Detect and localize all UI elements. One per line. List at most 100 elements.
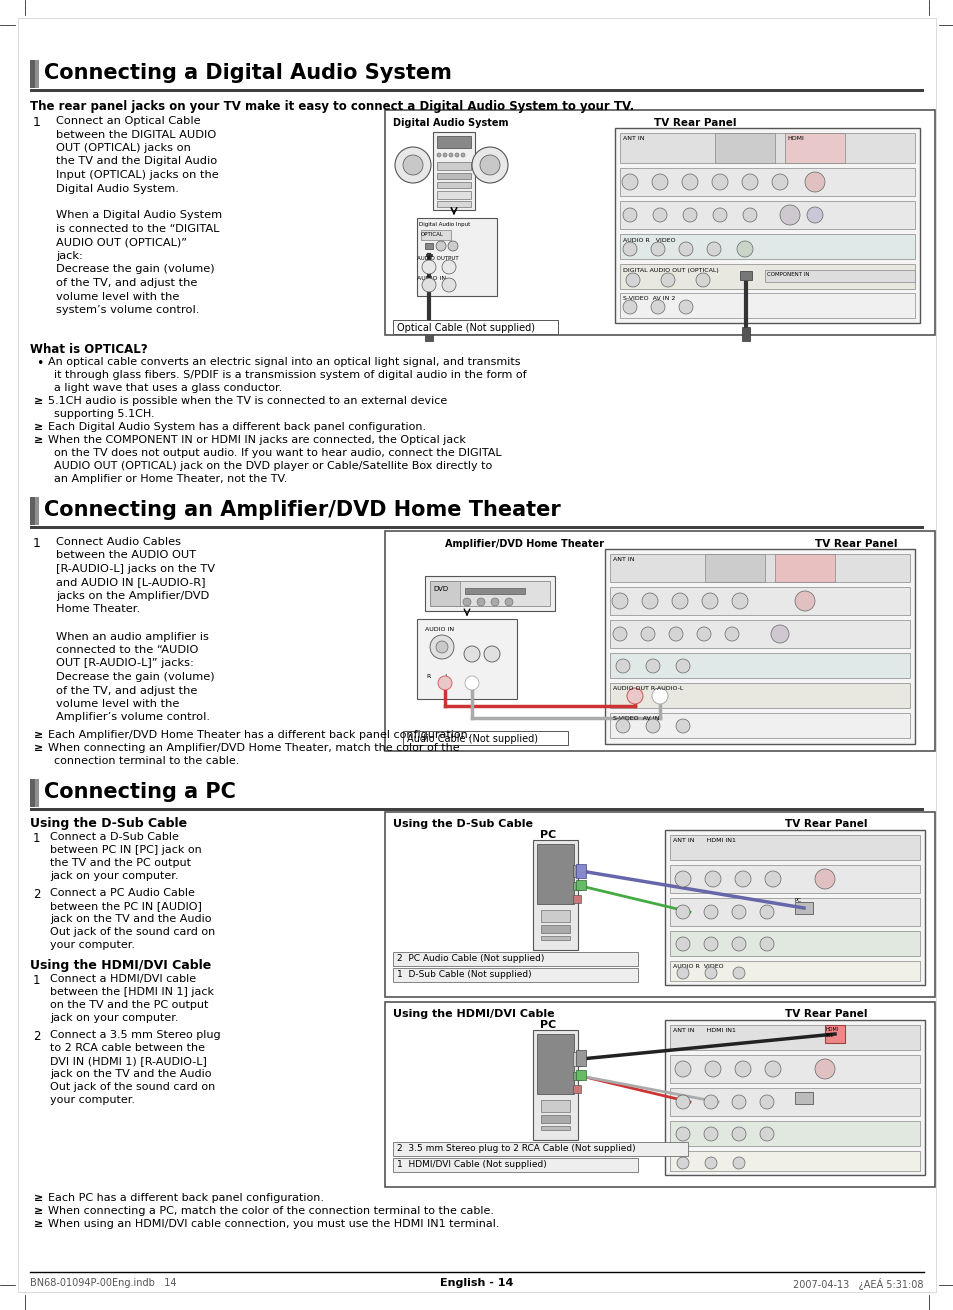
Bar <box>619 234 914 259</box>
Circle shape <box>780 204 800 225</box>
Circle shape <box>676 719 689 734</box>
Bar <box>615 128 919 324</box>
Circle shape <box>652 208 666 221</box>
Bar <box>433 132 475 210</box>
Text: 2007-04-13   ¿AEÁ 5:31:08: 2007-04-13 ¿AEÁ 5:31:08 <box>793 1279 923 1290</box>
Circle shape <box>622 300 637 314</box>
Bar <box>393 968 638 982</box>
Bar <box>576 1051 585 1066</box>
Circle shape <box>760 1095 773 1110</box>
Bar <box>420 231 451 240</box>
Text: Optical Cable (Not supplied): Optical Cable (Not supplied) <box>396 324 535 333</box>
Text: PC: PC <box>539 831 556 840</box>
Text: is connected to the “DIGITAL: is connected to the “DIGITAL <box>56 224 219 234</box>
Circle shape <box>395 147 431 183</box>
Text: 2  3.5 mm Stereo plug to 2 RCA Cable (Not supplied): 2 3.5 mm Stereo plug to 2 RCA Cable (Not… <box>396 1144 635 1153</box>
Bar <box>609 620 909 648</box>
Text: Digital Audio System.: Digital Audio System. <box>56 183 179 194</box>
Text: When a Digital Audio System: When a Digital Audio System <box>56 211 222 220</box>
Text: AUDIO OUT (OPTICAL) jack on the DVD player or Cable/Satellite Box directly to: AUDIO OUT (OPTICAL) jack on the DVD play… <box>54 461 492 472</box>
Text: to 2 RCA cable between the: to 2 RCA cable between the <box>50 1043 205 1053</box>
Bar <box>35 496 39 525</box>
Bar <box>609 652 909 679</box>
Circle shape <box>622 242 637 255</box>
Bar <box>424 328 433 341</box>
Bar <box>30 89 923 92</box>
Text: Each Amplifier/DVD Home Theater has a different back panel configuration.: Each Amplifier/DVD Home Theater has a di… <box>48 730 471 740</box>
Bar <box>669 897 919 926</box>
Bar <box>464 588 524 593</box>
Bar <box>436 182 471 189</box>
Circle shape <box>724 627 739 641</box>
Circle shape <box>462 597 471 607</box>
Circle shape <box>676 937 689 951</box>
Text: your computer.: your computer. <box>50 1095 135 1106</box>
Bar <box>393 1158 638 1172</box>
Text: When an audio amplifier is: When an audio amplifier is <box>56 631 209 642</box>
Bar <box>35 779 39 807</box>
Text: TV Rear Panel: TV Rear Panel <box>784 1009 866 1019</box>
Text: Connect a D-Sub Cable: Connect a D-Sub Cable <box>50 832 179 842</box>
Bar <box>764 270 914 282</box>
Text: Connect a PC Audio Cable: Connect a PC Audio Cable <box>50 888 194 897</box>
Text: [R-AUDIO-L] jacks on the TV: [R-AUDIO-L] jacks on the TV <box>56 565 214 574</box>
Text: Digital Audio System: Digital Audio System <box>393 118 508 128</box>
Bar <box>609 683 909 707</box>
Text: When connecting an Amplifier/DVD Home Theater, match the color of the: When connecting an Amplifier/DVD Home Th… <box>48 743 459 753</box>
Bar <box>430 582 550 607</box>
Circle shape <box>442 153 447 157</box>
Bar <box>30 527 923 529</box>
Circle shape <box>734 871 750 887</box>
Circle shape <box>734 1061 750 1077</box>
Text: Amplifier’s volume control.: Amplifier’s volume control. <box>56 713 210 723</box>
Bar <box>537 1034 574 1094</box>
Circle shape <box>703 1095 718 1110</box>
Bar <box>30 60 32 88</box>
Circle shape <box>449 153 453 157</box>
Bar <box>540 1127 569 1131</box>
Bar <box>469 679 475 685</box>
Circle shape <box>731 937 745 951</box>
Bar <box>385 110 934 335</box>
Bar <box>34 60 35 88</box>
Bar <box>576 865 585 878</box>
Bar <box>35 60 39 88</box>
Text: ≥: ≥ <box>34 1220 43 1229</box>
Bar <box>540 937 569 941</box>
Text: Out jack of the sound card on: Out jack of the sound card on <box>50 927 215 937</box>
Text: AUDIO OUT (OPTICAL)”: AUDIO OUT (OPTICAL)” <box>56 237 187 248</box>
Text: the TV and the Digital Audio: the TV and the Digital Audio <box>56 156 217 166</box>
Text: 2: 2 <box>33 1030 40 1043</box>
Text: 1: 1 <box>33 832 40 845</box>
Text: 5.1CH audio is possible when the TV is connected to an external device: 5.1CH audio is possible when the TV is c… <box>48 396 447 406</box>
Text: jacks on the Amplifier/DVD: jacks on the Amplifier/DVD <box>56 591 209 601</box>
Circle shape <box>437 676 452 690</box>
Bar <box>385 812 934 997</box>
Circle shape <box>676 1095 689 1110</box>
Circle shape <box>641 593 658 609</box>
Bar <box>669 1055 919 1083</box>
Text: jack on your computer.: jack on your computer. <box>50 1013 178 1023</box>
Text: Connect a 3.5 mm Stereo plug: Connect a 3.5 mm Stereo plug <box>50 1030 220 1040</box>
Bar <box>774 554 834 582</box>
Text: 1: 1 <box>33 117 41 128</box>
Text: connected to the “AUDIO: connected to the “AUDIO <box>56 645 198 655</box>
Text: connection terminal to the cable.: connection terminal to the cable. <box>54 756 239 766</box>
Circle shape <box>732 1157 744 1169</box>
Bar <box>385 531 934 751</box>
Text: Using the HDMI/DVI Cable: Using the HDMI/DVI Cable <box>393 1009 554 1019</box>
Text: OUT [R-AUDIO-L]” jacks:: OUT [R-AUDIO-L]” jacks: <box>56 659 193 668</box>
Circle shape <box>764 1061 781 1077</box>
Text: Connect Audio Cables: Connect Audio Cables <box>56 537 181 548</box>
Text: HDMI
IN1: HDMI IN1 <box>825 1027 839 1038</box>
Circle shape <box>650 242 664 255</box>
Text: 1  D-Sub Cable (Not supplied): 1 D-Sub Cable (Not supplied) <box>396 969 531 979</box>
Bar <box>669 962 919 981</box>
Text: ≥: ≥ <box>34 743 43 753</box>
Bar <box>576 880 585 889</box>
Circle shape <box>682 208 697 221</box>
Text: AUDIO OUT R-AUDIO-L: AUDIO OUT R-AUDIO-L <box>613 686 682 690</box>
Circle shape <box>504 597 513 607</box>
Circle shape <box>703 1127 718 1141</box>
Bar <box>704 554 764 582</box>
